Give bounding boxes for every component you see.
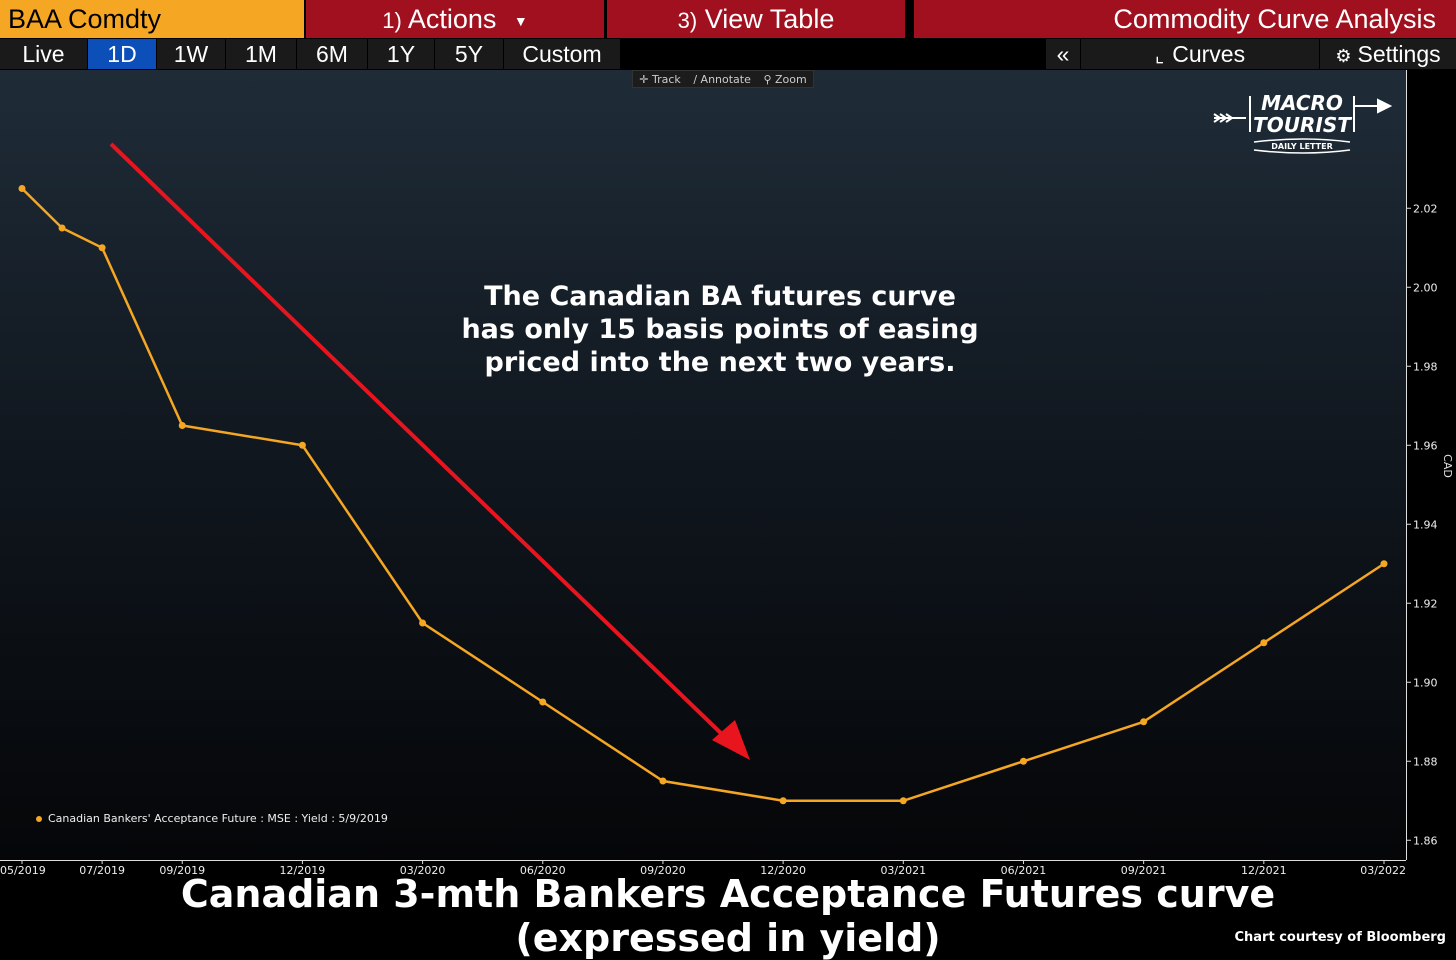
data-point[interactable] [298, 441, 306, 449]
logo-line-3: DAILY LETTER [1271, 142, 1333, 151]
annotation-line-3: priced into the next two years. [484, 347, 956, 378]
annotation-line-1: The Canadian BA futures curve [484, 281, 956, 312]
x-tick-label: 09/2020 [640, 864, 686, 877]
caption-line-2: (expressed in yield) [515, 916, 941, 960]
analysis-title: Commodity Curve Analysis [914, 0, 1456, 38]
data-point[interactable] [1019, 757, 1027, 765]
period-6m-button[interactable]: 6M [297, 39, 367, 69]
view-table-label: View Table [704, 4, 835, 34]
x-tick-label: 05/2019 [0, 864, 46, 877]
x-tick-label: 12/2021 [1241, 864, 1287, 877]
x-tick-label: 06/2020 [520, 864, 566, 877]
period-5y-button[interactable]: 5Y [435, 39, 503, 69]
data-point[interactable] [18, 185, 26, 192]
title-bar: BAA Comdty 1) Actions ▼ 3) View Table Co… [0, 0, 1456, 38]
settings-button[interactable]: ⚙ Settings [1320, 39, 1456, 69]
settings-label: Settings [1357, 41, 1441, 67]
curves-button[interactable]: ⌞ Curves [1081, 39, 1319, 69]
chart-toolbar: ✛ Track ∕ Annotate ⚲ Zoom [632, 70, 814, 88]
track-label: Track [651, 72, 681, 86]
y-tick-label: 1.90 [1413, 676, 1438, 689]
y-axis-label: CAD [1441, 454, 1454, 478]
legend-swatch [36, 816, 42, 822]
period-1m-button[interactable]: 1M [226, 39, 296, 69]
x-tick-label: 03/2021 [880, 864, 926, 877]
y-tick-label: 1.96 [1413, 439, 1438, 452]
y-tick-label: 2.02 [1413, 202, 1438, 215]
arrow-shaft [109, 142, 730, 742]
annotate-label: Annotate [700, 72, 751, 86]
chart-legend: Canadian Bankers' Acceptance Future : MS… [36, 812, 388, 825]
view-table-button[interactable]: 3) View Table [607, 0, 905, 38]
x-tick-label: 12/2019 [280, 864, 326, 877]
legend-label: Canadian Bankers' Acceptance Future : MS… [48, 812, 388, 825]
data-point[interactable] [539, 698, 547, 706]
zoom-label: Zoom [775, 72, 807, 86]
x-tick-label: 03/2022 [1360, 864, 1406, 877]
period-live-button[interactable]: Live [0, 39, 87, 69]
y-tick-label: 1.92 [1413, 597, 1438, 610]
magnifier-icon: ⚲ [763, 72, 772, 86]
macro-tourist-logo: MACRO TOURIST DAILY LETTER [1210, 88, 1395, 158]
data-point[interactable] [1140, 718, 1148, 726]
plot-area[interactable] [0, 70, 1406, 860]
data-point[interactable] [659, 777, 667, 785]
x-tick-label: 09/2019 [159, 864, 205, 877]
x-tick-label: 12/2020 [760, 864, 806, 877]
x-tick-label: 07/2019 [79, 864, 125, 877]
chart-caption: Canadian 3-mth Bankers Acceptance Future… [0, 872, 1456, 960]
y-tick-label: 2.00 [1413, 281, 1438, 294]
period-toolbar: Live 1D 1W 1M 6M 1Y 5Y Custom « ⌞ Curves … [0, 39, 1456, 69]
pencil-icon: ∕ [693, 72, 698, 86]
logo-graphic: MACRO TOURIST DAILY LETTER [1213, 91, 1393, 154]
source-credit: Chart courtesy of Bloomberg [1234, 930, 1446, 945]
data-point[interactable] [419, 619, 427, 627]
data-point[interactable] [899, 797, 907, 805]
y-tick-label: 1.98 [1413, 360, 1438, 373]
x-tick-label: 06/2021 [1001, 864, 1047, 877]
period-custom-button[interactable]: Custom [504, 39, 620, 69]
actions-label: Actions [407, 4, 497, 34]
y-axis [1406, 70, 1456, 860]
track-tool[interactable]: ✛ Track [639, 73, 681, 86]
y-tick-label: 1.88 [1413, 755, 1438, 768]
series-line [21, 187, 1385, 802]
line-chart-icon: ⌞ [1154, 45, 1165, 67]
chevron-down-icon: ▼ [513, 12, 528, 29]
crosshair-icon: ✛ [639, 72, 649, 86]
data-point[interactable] [178, 422, 186, 429]
data-point[interactable] [779, 797, 787, 805]
x-tick-label: 03/2020 [400, 864, 446, 877]
trend-arrow [109, 142, 750, 760]
x-axis [0, 860, 1406, 881]
view-table-number: 3) [677, 8, 698, 33]
caption-line-1: Canadian 3-mth Bankers Acceptance Future… [180, 872, 1276, 916]
period-1d-button[interactable]: 1D [88, 39, 156, 69]
data-point[interactable] [1380, 560, 1388, 568]
data-point[interactable] [58, 224, 66, 232]
period-1y-button[interactable]: 1Y [368, 39, 434, 69]
annotation-line-2: has only 15 basis points of easing [461, 314, 979, 345]
y-tick-label: 1.94 [1413, 518, 1438, 531]
curves-label: Curves [1172, 41, 1246, 67]
period-1w-button[interactable]: 1W [157, 39, 225, 69]
logo-line-2: TOURIST [1253, 113, 1352, 137]
chart-annotation: The Canadian BA futures curve has only 1… [430, 280, 1010, 379]
actions-menu[interactable]: 1) Actions ▼ [306, 0, 604, 38]
collapse-button[interactable]: « [1046, 39, 1080, 69]
data-point[interactable] [98, 244, 106, 252]
x-tick-label: 09/2021 [1121, 864, 1167, 877]
zoom-tool[interactable]: ⚲ Zoom [763, 73, 806, 86]
gear-icon: ⚙ [1335, 46, 1352, 66]
ticker-field[interactable]: BAA Comdty [0, 0, 304, 38]
y-tick-label: 1.86 [1413, 834, 1438, 847]
logo-line-1: MACRO [1261, 91, 1343, 115]
annotate-tool[interactable]: ∕ Annotate [693, 73, 751, 86]
data-point[interactable] [1260, 639, 1268, 647]
arrow-head [712, 720, 750, 760]
actions-number: 1) [382, 8, 402, 33]
